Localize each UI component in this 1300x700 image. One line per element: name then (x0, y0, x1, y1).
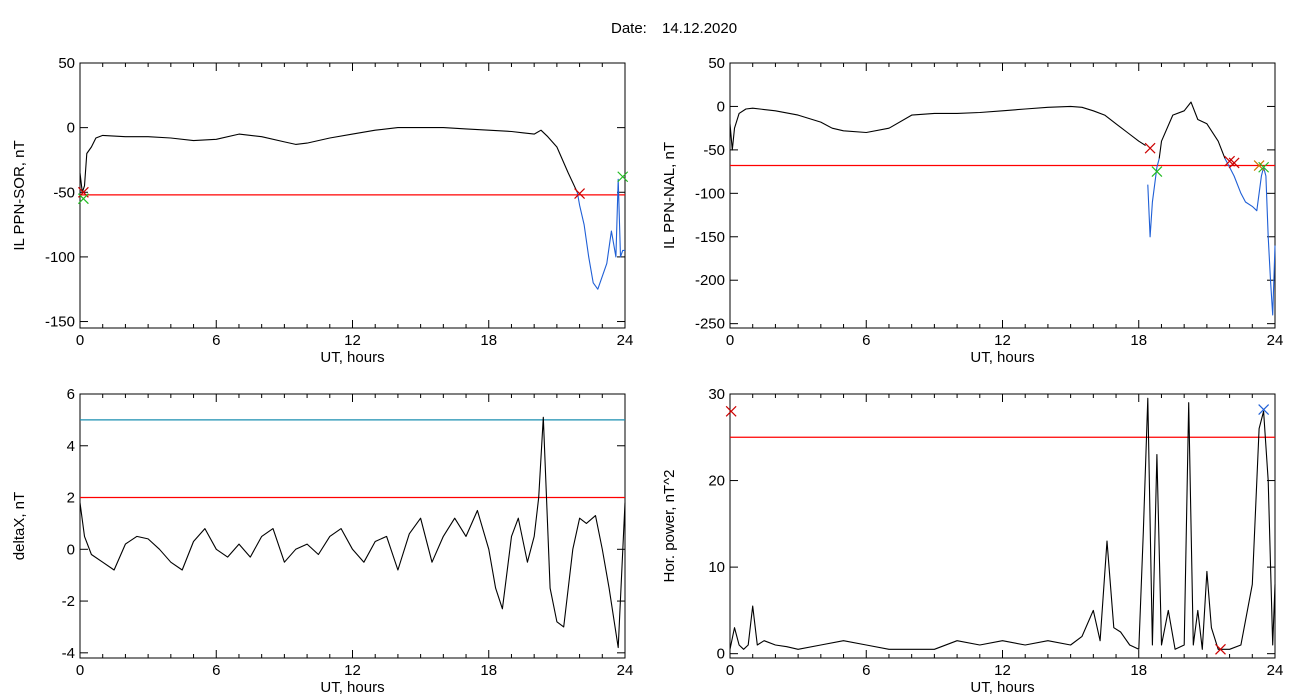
x-tick-label: 12 (994, 662, 1011, 679)
x-axis-title: UT, hours (320, 679, 384, 696)
x-tick-label: 24 (617, 662, 634, 679)
y-axis-title: deltaX, nT (11, 492, 28, 560)
x-tick-label: 6 (212, 662, 220, 679)
y-tick-label: -4 (62, 645, 75, 662)
x-marker (1228, 157, 1240, 169)
x-axis-title: UT, hours (970, 349, 1034, 366)
x-marker (1151, 166, 1163, 178)
x-tick-label: 18 (1130, 332, 1147, 349)
y-tick-label: -100 (695, 185, 725, 202)
y-tick-label: 2 (67, 490, 75, 507)
x-tick-label: 0 (726, 332, 734, 349)
x-marker (1258, 404, 1270, 416)
x-tick-label: 0 (76, 332, 84, 349)
y-axis-title: IL PPN-SOR, nT (11, 140, 28, 250)
y-tick-label: -100 (45, 249, 75, 266)
chart-panel-4: 0 6 12 18 24 30 20 10 0 UT, hours Hor. power, nT^2 (661, 386, 1283, 696)
x-tick-label: 0 (76, 662, 84, 679)
x-tick-label: 24 (1267, 662, 1284, 679)
x-axis-title: UT, hours (970, 679, 1034, 696)
x-marker (617, 171, 629, 183)
series-line-1 (729, 397, 1276, 650)
y-tick-label: 0 (67, 541, 75, 558)
x-marker (77, 193, 89, 205)
x-tick-label: 6 (862, 662, 870, 679)
series-line-3 (1158, 101, 1226, 159)
x-axis-title: UT, hours (320, 349, 384, 366)
x-tick-label: 6 (862, 332, 870, 349)
x-marker (1144, 142, 1156, 154)
date-label: Date: (611, 20, 647, 37)
y-tick-label: -150 (45, 314, 75, 331)
y-tick-label: -50 (53, 184, 75, 201)
series-line-1 (79, 416, 626, 649)
series-line-4 (1224, 158, 1276, 316)
y-tick-label: 20 (708, 473, 725, 490)
chart-panel-3: 0 6 12 18 24 6 4 2 0 -2 -4 UT, hours deltaX, nT (11, 386, 633, 696)
plot-frame (729, 62, 1276, 329)
x-tick-label: 18 (480, 662, 497, 679)
x-marker (1215, 643, 1226, 655)
x-tick-label: 12 (994, 332, 1011, 349)
series-line-1 (79, 127, 578, 193)
x-marker (574, 188, 586, 199)
series-line-2 (1147, 158, 1160, 238)
y-tick-label: 30 (708, 386, 725, 403)
plot-frame (79, 393, 626, 659)
x-tick-label: 24 (1267, 332, 1284, 349)
x-tick-label: 18 (480, 332, 497, 349)
date-value: 14.12.2020 (662, 20, 737, 37)
chart-panel-2: 0 6 12 18 24 50 0 -50 -100 -150 -200 -250 UT, hours I… (661, 55, 1283, 366)
series-line-1 (729, 105, 1146, 151)
x-tick-label: 12 (344, 332, 361, 349)
chart-panel-1: 0 6 12 18 24 50 0 -50 -100 -150 UT, hours IL PPN-SO… (11, 55, 633, 366)
x-tick-label: 0 (726, 662, 734, 679)
series-line-2 (576, 178, 625, 290)
y-tick-label: 0 (717, 646, 725, 663)
y-tick-label: 50 (58, 55, 75, 72)
x-tick-label: 24 (617, 332, 634, 349)
y-tick-label: -250 (695, 316, 725, 333)
plot-frame (79, 62, 626, 329)
y-tick-label: -50 (703, 142, 725, 159)
x-tick-label: 6 (212, 332, 220, 349)
y-tick-label: 6 (67, 386, 75, 403)
y-tick-label: 4 (67, 438, 75, 455)
y-tick-label: 0 (67, 120, 75, 137)
y-tick-label: 0 (717, 98, 725, 115)
y-tick-label: 10 (708, 559, 725, 576)
y-tick-label: -150 (695, 229, 725, 246)
y-axis-title: IL PPN-NAL, nT (661, 142, 678, 249)
x-marker (1258, 161, 1270, 173)
y-tick-label: -200 (695, 272, 725, 289)
x-tick-label: 18 (1130, 662, 1147, 679)
y-tick-label: 50 (708, 55, 725, 72)
x-marker (725, 405, 737, 417)
y-tick-label: -2 (62, 593, 75, 610)
y-axis-title: Hor. power, nT^2 (661, 470, 678, 583)
x-tick-label: 12 (344, 662, 361, 679)
